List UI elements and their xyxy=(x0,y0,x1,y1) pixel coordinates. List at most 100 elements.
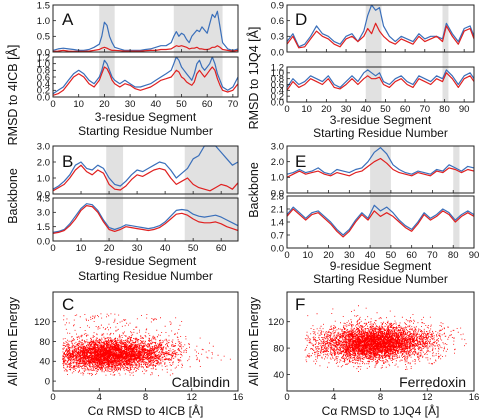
xlabel-line1-E: 9-residue Segment xyxy=(330,259,432,273)
subplot-frame-B-1 xyxy=(52,145,239,195)
subplot-frame-B-2 xyxy=(52,197,239,242)
xtick-label-F-2: 8 xyxy=(378,392,383,403)
subplot-frame-A-1 xyxy=(52,4,239,53)
panel-label-D: D xyxy=(295,10,307,29)
shaded-region-A-2 xyxy=(173,5,223,97)
ylabel-C: All Atom Energy xyxy=(6,296,20,386)
ytick-label-D-2-0: 0.0 xyxy=(271,97,284,108)
xtick-label-D-9: 90 xyxy=(459,104,470,115)
series-line-E-1-red xyxy=(286,157,475,178)
series-line-E-2-blue xyxy=(286,204,475,236)
series-line-D-1-red xyxy=(286,22,475,49)
ytick-label-D-2-1: 0.2 xyxy=(271,91,284,102)
series-line-A-1-blue xyxy=(52,10,239,51)
xlabel-line1-D: 3-residue Segment xyxy=(330,113,432,127)
series-line-A-1-red xyxy=(52,45,239,52)
xtick-label-E-6: 60 xyxy=(406,250,417,261)
xtick-label-A-6: 60 xyxy=(202,99,213,110)
xtick-label-D-7: 70 xyxy=(420,104,431,115)
series-line-D-2-red xyxy=(286,72,475,91)
ytick-label-E-1-0: 0.0 xyxy=(271,188,284,199)
series-line-E-2-red xyxy=(286,208,475,238)
subplot-frame-E-1 xyxy=(286,145,475,194)
panel-F: 0 4 8 12 16 40 80 120 Cα RMSD to 1JQ4 [Å] All Ato… xyxy=(247,291,479,418)
ytick-label-E-2-4: 2.8 xyxy=(271,191,284,202)
panel-B: 0.0 1.0 2.0 3.0 0.0 1.5 3.0 4.5 0 10 20 30 40 50 60 9-r… xyxy=(37,141,239,283)
panel-label-E: E xyxy=(295,152,306,171)
xtick-label-A-7: 70 xyxy=(228,99,239,110)
panel-D: 0.00.30.60.90.00.20.40.60.81.01.20 10 20 30… xyxy=(271,0,475,140)
ytick-label-E-1-2: 2.0 xyxy=(271,157,284,168)
xlabel-line2-D: Starting Residue Number xyxy=(313,126,448,140)
xtick-label-D-1: 10 xyxy=(301,104,312,115)
ytick-label-F-0: 40 xyxy=(273,370,284,381)
xtick-label-B-0: 0 xyxy=(50,243,55,254)
ytick-label-B-2-2: 3.0 xyxy=(37,208,50,219)
xtick-label-A-1: 10 xyxy=(73,99,84,110)
xtick-label-D-5: 50 xyxy=(380,104,391,115)
ytick-label-E-1-1: 1.0 xyxy=(271,173,284,184)
ytick-label-D-1-2: 0.6 xyxy=(271,16,284,27)
ytick-label-F-1: 80 xyxy=(273,343,284,354)
scatter-points-C xyxy=(62,313,231,377)
xtick-label-B-1: 10 xyxy=(76,243,87,254)
ylabel-backbone-right: Backbone xyxy=(247,162,261,218)
xtick-label-B-6: 60 xyxy=(216,243,227,254)
ytick-label-C-2: 80 xyxy=(39,337,50,348)
series-line-D-2-blue xyxy=(286,69,475,88)
xtick-label-C-4: 16 xyxy=(233,392,244,403)
ytick-label-B-1-3: 3.0 xyxy=(37,141,50,152)
xtick-label-E-7: 70 xyxy=(427,250,438,261)
panel-label-F: F xyxy=(295,295,305,314)
series-line-B-2-red xyxy=(52,205,239,234)
ytick-label-B-1-2: 2.0 xyxy=(37,157,50,168)
panel-E: 0.0 1.0 2.0 3.0 0.0 0.7 1.4 2.1 2.8 0 10 20 30 40 50 60… xyxy=(271,141,479,286)
ytick-label-C-3: 120 xyxy=(34,317,50,328)
ytick-label-B-1-0: 0.0 xyxy=(37,189,50,200)
xtick-label-A-5: 50 xyxy=(176,99,187,110)
series-line-B-1-red xyxy=(52,164,239,192)
xtick-label-E-4: 40 xyxy=(365,250,376,261)
series-line-A-2-blue xyxy=(52,56,239,95)
panel-label-A: A xyxy=(62,10,74,29)
xtick-label-A-0: 0 xyxy=(50,99,55,110)
xtick-label-D-8: 80 xyxy=(439,104,450,115)
xlabel-C: Cα RMSD to 4ICB [Å] xyxy=(88,403,204,418)
xtick-label-F-3: 12 xyxy=(422,392,433,403)
series-line-A-2-red xyxy=(52,66,239,96)
ytick-label-D-2-3: 0.6 xyxy=(271,80,284,91)
xtick-label-B-2: 20 xyxy=(104,243,115,254)
xtick-label-E-5: 50 xyxy=(386,250,397,261)
xlabel-line2-B: Starting Residue Number xyxy=(78,269,213,283)
shaded-region-E-1 xyxy=(370,146,391,248)
shaded-region-D-2 xyxy=(442,5,449,102)
ytick-label-D-2-4: 0.8 xyxy=(271,74,284,85)
xlabel-line1-A: 3-residue Segment xyxy=(95,110,197,124)
ytick-label-A-2-2: 0.4 xyxy=(37,79,50,90)
ytick-label-D-2-5: 1.0 xyxy=(271,68,284,79)
series-line-D-1-blue xyxy=(286,4,475,48)
ylabel-F: All Atom Energy xyxy=(247,296,261,386)
ytick-label-A-2-1: 0.2 xyxy=(37,86,50,97)
xtick-label-A-4: 40 xyxy=(150,99,161,110)
ytick-label-A-1-2: 1.0 xyxy=(37,16,50,27)
panel-C: 0 4 8 12 16 0 40 80 120 Cα RMSD to 4ICB [Å] All At… xyxy=(6,291,244,418)
xtick-label-C-0: 0 xyxy=(50,392,55,403)
xtick-label-E-9: 90 xyxy=(469,250,479,261)
protein-label-C: Calbindin xyxy=(172,374,230,390)
ytick-label-A-2-0: 0.0 xyxy=(37,92,50,103)
panel-label-C: C xyxy=(62,295,74,314)
xtick-label-F-1: 4 xyxy=(331,392,336,403)
xtick-label-E-8: 80 xyxy=(448,250,459,261)
xtick-label-C-1: 4 xyxy=(97,392,102,403)
ytick-label-D-1-1: 0.3 xyxy=(271,32,284,43)
xlabel-line2-A: Starting Residue Number xyxy=(78,124,213,138)
xtick-label-F-0: 0 xyxy=(284,392,289,403)
shaded-region-D-1 xyxy=(365,5,382,102)
xtick-label-B-4: 40 xyxy=(160,243,171,254)
xtick-label-C-2: 8 xyxy=(143,392,148,403)
ytick-label-D-1-3: 0.9 xyxy=(271,0,284,11)
xtick-label-F-4: 16 xyxy=(469,392,479,403)
xtick-label-A-3: 30 xyxy=(125,99,136,110)
